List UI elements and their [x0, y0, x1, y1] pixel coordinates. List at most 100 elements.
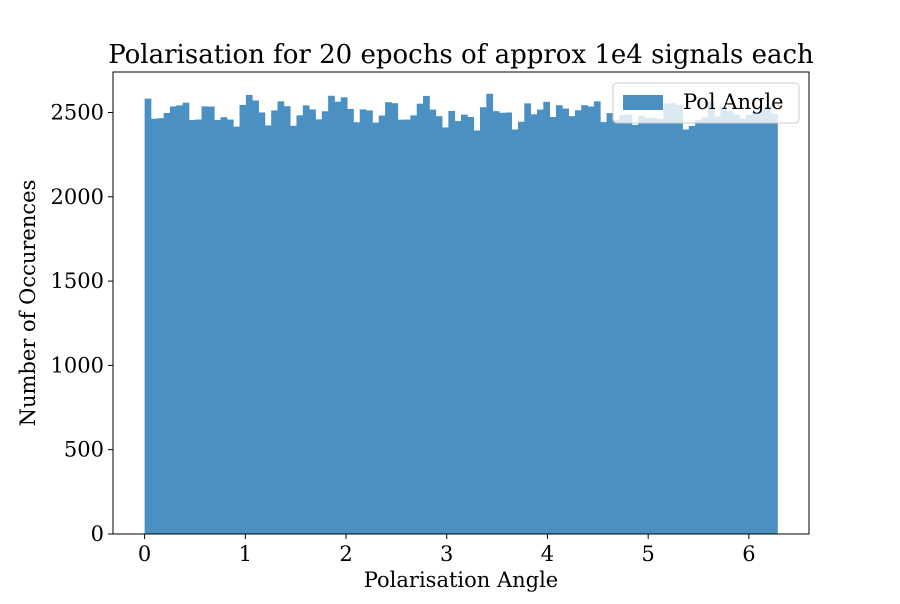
x-tick-label: 2: [339, 542, 352, 566]
histogram-bar: [245, 94, 253, 534]
histogram-bar: [334, 101, 342, 535]
histogram-bar: [207, 106, 215, 534]
y-tick-label: 0: [91, 522, 104, 546]
histogram-bar: [163, 112, 171, 534]
histogram-bar: [676, 104, 683, 534]
histogram-bar: [745, 114, 753, 535]
histogram-bar: [657, 119, 664, 535]
histogram-bar: [714, 116, 721, 535]
x-tick-label: 0: [138, 542, 151, 566]
histogram-bar: [625, 114, 633, 534]
histogram-bar: [188, 120, 196, 534]
y-tick-label: 500: [64, 438, 104, 462]
histogram-bar: [214, 119, 221, 534]
histogram-bar: [461, 114, 468, 535]
histogram-bar: [271, 110, 278, 535]
histogram-bar: [631, 124, 639, 535]
histogram-bar: [226, 119, 234, 535]
histogram-bar: [435, 116, 443, 535]
histogram-bar: [429, 109, 437, 534]
histogram-bar: [682, 129, 690, 535]
histogram-bar: [486, 93, 494, 534]
histogram-bar: [505, 112, 513, 534]
histogram-bar: [562, 108, 569, 534]
legend-label: Pol Angle: [683, 90, 784, 114]
histogram-bar: [644, 118, 652, 534]
histogram-bar: [410, 115, 418, 534]
histogram-bar: [669, 103, 677, 535]
histogram-bar: [378, 115, 386, 534]
legend-swatch: [623, 95, 663, 110]
histogram-bar: [296, 115, 304, 534]
histogram-bar: [764, 106, 772, 535]
histogram-bar: [517, 121, 525, 534]
y-axis-label: Number of Occurences: [16, 180, 40, 427]
histogram-bar: [619, 115, 626, 534]
histogram-bar: [448, 110, 456, 534]
histogram-bar: [688, 125, 696, 534]
histogram-bar: [442, 127, 449, 534]
histogram-bar: [720, 106, 728, 534]
histogram-bar: [606, 113, 614, 535]
x-axis-label: Polarisation Angle: [364, 568, 559, 592]
y-tick-label: 1500: [51, 269, 104, 293]
histogram-bar: [340, 97, 348, 535]
histogram-bar: [283, 106, 291, 535]
histogram-bar: [359, 109, 367, 534]
histogram-bar: [600, 122, 607, 535]
histogram-bar: [150, 118, 158, 534]
histogram-bar: [321, 111, 329, 534]
histogram-bar: [385, 102, 392, 534]
histogram-bar: [543, 101, 550, 534]
y-tick-label: 1000: [51, 353, 104, 377]
histogram-bar: [169, 106, 177, 534]
histogram-bars: [144, 93, 778, 535]
x-axis-ticks: 0 1 2 3 4 5 6: [138, 534, 756, 566]
histogram-bar: [391, 103, 399, 535]
histogram-bar: [372, 122, 380, 535]
histogram-bar: [587, 106, 595, 534]
histogram-bar: [771, 113, 778, 535]
histogram-bar: [201, 106, 209, 534]
histogram-bar: [638, 115, 645, 534]
histogram-bar: [555, 105, 563, 534]
histogram-bar: [574, 110, 582, 535]
y-tick-label: 2500: [51, 100, 104, 124]
histogram-bar: [549, 117, 557, 534]
histogram-bar: [252, 100, 259, 535]
histogram-bar: [524, 103, 532, 534]
legend-frame: [612, 82, 800, 124]
axes-frame: [112, 71, 810, 535]
y-axis-ticks: 0 500 1000 1500 2000 2500: [51, 100, 113, 546]
histogram-bar: [157, 118, 165, 534]
histogram-bar: [733, 114, 740, 534]
histogram-bar: [195, 119, 202, 535]
x-tick-label: 1: [239, 542, 252, 566]
histogram-bar: [404, 119, 411, 535]
histogram-bar: [176, 105, 183, 534]
histogram-bar: [492, 111, 500, 534]
histogram-bar: [397, 119, 405, 534]
histogram-bar: [290, 125, 297, 534]
histogram-bar: [511, 129, 519, 535]
histogram-bar: [650, 117, 658, 535]
histogram-bar: [366, 110, 373, 535]
histogram-bar: [258, 112, 266, 534]
histogram-bar: [695, 120, 702, 534]
histogram-bar: [536, 109, 544, 534]
histogram-bar: [663, 103, 671, 535]
histogram-bar: [309, 109, 316, 534]
chart-title: Polarisation for 20 epochs of approx 1e4…: [108, 40, 814, 70]
histogram-bar: [302, 105, 310, 534]
histogram-bar: [758, 108, 766, 534]
histogram-bar: [612, 120, 620, 534]
histogram-bar: [182, 102, 190, 534]
histogram-bar: [568, 116, 576, 535]
histogram-bar: [593, 101, 601, 534]
histogram-bar: [473, 130, 481, 534]
x-tick-label: 4: [541, 542, 554, 566]
histogram-bar: [264, 125, 272, 534]
histogram-bar: [233, 126, 240, 535]
